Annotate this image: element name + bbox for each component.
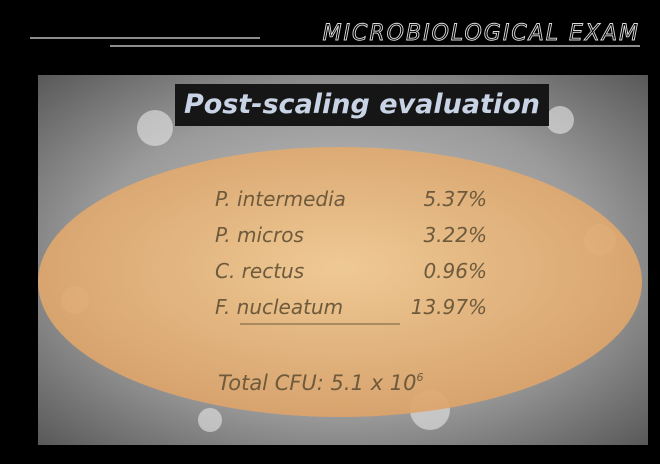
row-name: C. rectus: [215, 259, 304, 283]
total: Total CFU: 5.1 x 106: [218, 371, 423, 395]
slide: MICROBIOLOGICAL EXAM Post-scaling evalua…: [0, 0, 660, 464]
row-value: 5.37%: [423, 187, 487, 211]
row-name: P. micros: [215, 223, 304, 247]
row-value: 13.97%: [411, 295, 487, 319]
total-text: Total CFU: 5.1 x 10: [218, 371, 416, 395]
slide-title: Post-scaling evaluation: [184, 89, 540, 120]
total-exponent: 6: [416, 371, 423, 384]
row-value: 3.22%: [423, 223, 487, 247]
header-title: MICROBIOLOGICAL EXAM: [323, 21, 640, 46]
row-name: P. intermedia: [215, 187, 346, 211]
row-name: F. nucleatum: [215, 295, 343, 319]
row-value: 0.96%: [423, 259, 487, 283]
